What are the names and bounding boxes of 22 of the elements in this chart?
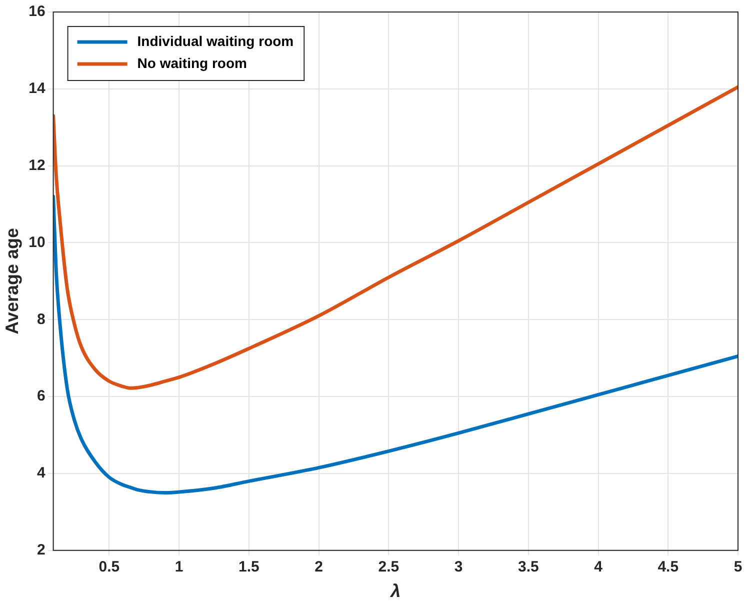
y-tick-label: 12 [28, 156, 46, 174]
x-tick-label: 1.5 [238, 558, 260, 576]
y-tick-label: 6 [36, 388, 46, 405]
y-tick-label: 10 [28, 234, 46, 251]
x-tick-label: 3.5 [518, 558, 539, 576]
x-tick-label: 4 [594, 558, 604, 576]
legend-label: No waiting room [137, 54, 247, 71]
x-tick-label: 5 [734, 558, 742, 576]
x-tick-label: 2 [314, 558, 323, 576]
x-tick-label: 4.5 [658, 558, 679, 576]
x-tick-label: 0.5 [98, 558, 120, 576]
x-tick-label: 1 [174, 558, 184, 576]
y-tick-label: 14 [28, 80, 46, 98]
x-tick-label: 2.5 [378, 558, 400, 576]
y-axis-title: Average age [2, 228, 22, 334]
y-tick-label: 4 [36, 464, 46, 482]
y-tick-label: 2 [36, 542, 46, 559]
y-tick-label: 8 [36, 310, 46, 328]
x-tick-label: 3 [454, 558, 463, 576]
x-axis-title: λ [390, 581, 401, 602]
y-tick-label: 16 [28, 3, 46, 20]
legend-label: Individual waiting room [137, 32, 294, 49]
